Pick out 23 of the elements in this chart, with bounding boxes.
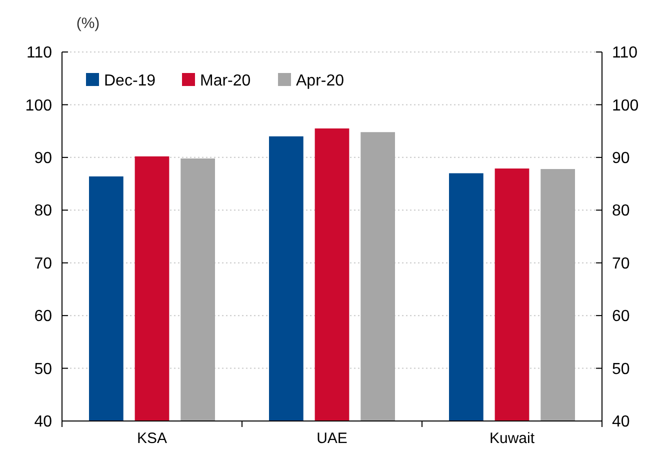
legend-label: Apr-20 [296,72,344,90]
y2-tick-label: 50 [612,360,630,378]
y-axis-title: (%) [76,15,100,32]
y2-tick-label: 110 [612,44,638,62]
x-tick-label: KSA [136,430,168,447]
y-tick-label: 80 [34,202,52,220]
x-tick-label: UAE [316,430,348,447]
y-tick-label: 100 [25,97,52,114]
y2-tick-label: 100 [612,97,639,114]
y-tick-label: 110 [26,44,52,62]
y2-tick-label: 70 [612,255,630,272]
y2-tick-label: 90 [612,150,630,168]
y2-tick-label: 80 [612,202,630,220]
y-tick-label: 60 [34,308,52,326]
y-tick-label: 40 [34,414,52,431]
legend-label: Mar-20 [200,72,251,90]
y-tick-label: 50 [34,360,52,378]
y-tick-label: 90 [34,150,52,168]
y2-tick-label: 40 [612,414,630,431]
legend-label: Dec-19 [104,72,156,90]
y-tick-label: 70 [34,255,52,272]
y2-tick-label: 60 [612,308,630,326]
x-tick-label: Kuwait [489,430,536,447]
